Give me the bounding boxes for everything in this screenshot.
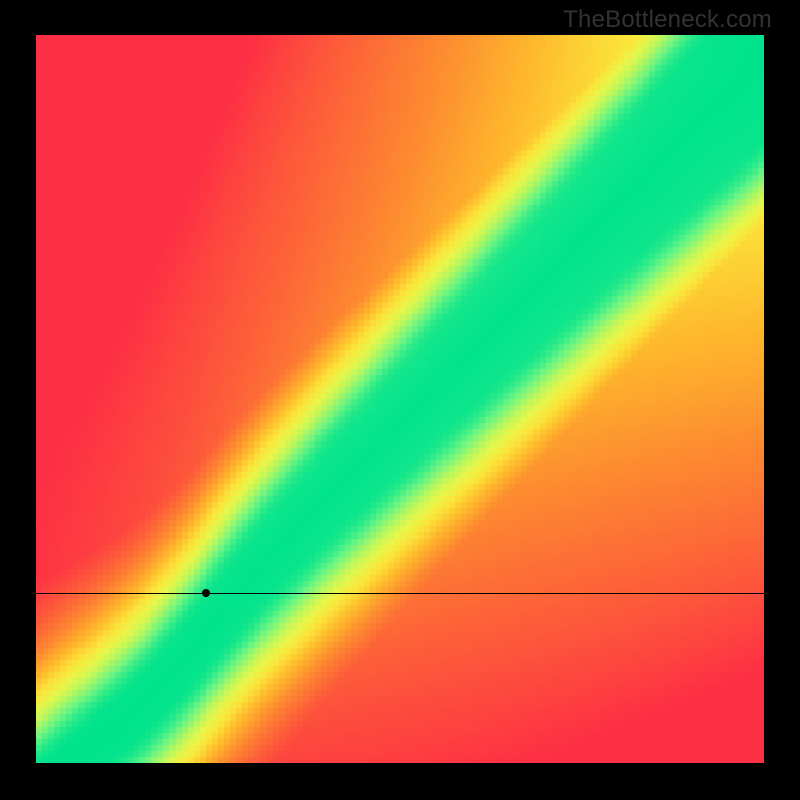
- crosshair-vertical: [206, 763, 207, 800]
- crosshair-horizontal: [36, 593, 764, 594]
- watermark-text: TheBottleneck.com: [563, 6, 772, 34]
- heatmap-canvas: [36, 35, 764, 763]
- crosshair-marker: [202, 589, 210, 597]
- figure-container: TheBottleneck.com: [0, 0, 800, 800]
- plot-area: [36, 35, 764, 763]
